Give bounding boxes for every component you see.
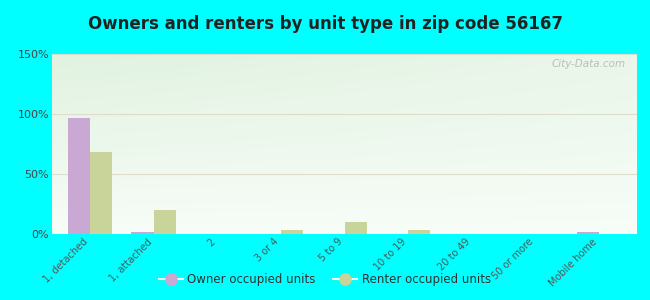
Text: Owners and renters by unit type in zip code 56167: Owners and renters by unit type in zip c… [88, 15, 562, 33]
Bar [68, 118, 90, 234]
Bar [154, 210, 176, 234]
Bar [90, 152, 112, 234]
Bar [281, 230, 303, 234]
Bar [577, 232, 599, 234]
Legend: Owner occupied units, Renter occupied units: Owner occupied units, Renter occupied un… [154, 269, 496, 291]
Text: City-Data.com: City-Data.com [551, 59, 625, 69]
Bar [344, 222, 367, 234]
Bar [131, 232, 154, 234]
Bar [408, 230, 430, 234]
